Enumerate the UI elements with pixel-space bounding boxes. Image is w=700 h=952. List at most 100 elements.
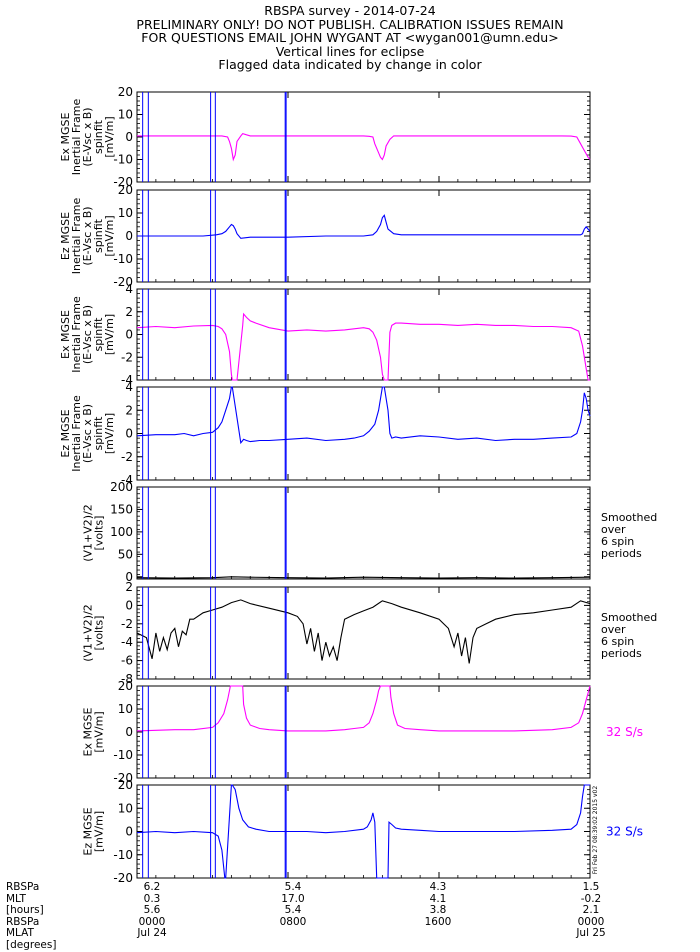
side-label: periods xyxy=(601,547,642,560)
y-axis-label: [volts] xyxy=(93,616,106,651)
side-label: over xyxy=(601,623,626,636)
chart-header: RBSPA survey - 2014-07-24 PRELIMINARY ON… xyxy=(0,4,700,72)
y-axis-label: spinfit xyxy=(92,416,105,451)
footer-mlt: 1.5 xyxy=(582,881,600,893)
y-tick-label: -2 xyxy=(121,450,133,464)
chart-title: RBSPA survey - 2014-07-24 xyxy=(264,3,436,18)
y-tick-label: -20 xyxy=(113,275,133,289)
footer-hours: 0.3 xyxy=(143,892,161,905)
y-tick-label: 200 xyxy=(110,480,133,494)
series-line xyxy=(137,214,591,239)
y-axis-label: [mV/m] xyxy=(103,413,116,454)
footer-column: 4.3 4.1 3.8 1600 xyxy=(408,881,468,928)
y-tick-label: 100 xyxy=(110,525,133,539)
footer-mlat: 5.6 xyxy=(143,904,161,917)
y-tick-label: -4 xyxy=(121,373,133,387)
y-axis-label: Inertial Frame xyxy=(70,198,83,275)
series-line xyxy=(136,784,590,879)
footer-date: Jul 24 xyxy=(137,927,167,940)
y-tick-label: -20 xyxy=(113,871,133,885)
footer-hours: 17.0 xyxy=(281,892,305,905)
footer-hours: -0.2 xyxy=(580,892,602,905)
y-axis-label: Ex MGSE xyxy=(59,112,72,161)
y-axis-label: [volts] xyxy=(93,516,106,551)
series-line xyxy=(137,132,591,162)
series-line xyxy=(136,312,590,381)
y-tick-label: -20 xyxy=(113,175,133,189)
footer-label: RBSPa xyxy=(6,915,40,928)
y-axis-label: [mV/m] xyxy=(103,215,116,256)
y-axis-label: spinfit xyxy=(92,119,105,154)
y-tick-label: -2 xyxy=(121,617,133,631)
y-tick-label: -10 xyxy=(113,848,133,862)
y-tick-label: -8 xyxy=(121,672,133,686)
panel-frame xyxy=(136,486,591,580)
side-label: 32 S/s xyxy=(606,725,643,739)
y-tick-label: 20 xyxy=(118,679,133,693)
footer-label: [degrees] xyxy=(6,938,57,951)
y-axis-label: (V1+V2)/2 xyxy=(82,604,95,662)
y-tick-label: 0 xyxy=(125,825,133,839)
flag-note: Flagged data indicated by change in colo… xyxy=(218,57,482,73)
y-tick-label: 10 xyxy=(118,206,133,220)
series-line xyxy=(136,386,591,445)
y-tick-label: 20 xyxy=(118,183,133,197)
footer-time: 0800 xyxy=(279,915,307,928)
y-tick-label: 10 xyxy=(118,108,133,122)
y-axis-label: Inertial Frame xyxy=(70,99,83,176)
y-tick-label: 20 xyxy=(118,85,133,99)
y-tick-label: -20 xyxy=(113,771,133,785)
y-axis-label: Ez MGSE xyxy=(59,409,72,457)
y-axis-label: (E-Vsc x B) xyxy=(81,305,94,364)
y-tick-label: 2 xyxy=(125,305,133,319)
series-line xyxy=(136,685,591,732)
footer-row-labels: RBSPa MLT [hours] RBSPa MLAT [degrees] xyxy=(6,881,57,952)
y-axis-label: spinfit xyxy=(92,317,105,352)
y-axis-label: [mV/m] xyxy=(93,711,106,752)
side-label: 32 S/s xyxy=(606,825,643,839)
y-tick-label: 150 xyxy=(110,502,133,516)
y-tick-label: -10 xyxy=(113,748,133,762)
y-tick-label: 0 xyxy=(125,427,133,441)
panel-frame xyxy=(136,91,591,183)
y-tick-label: 4 xyxy=(125,282,133,296)
y-axis-label: (E-Vsc x B) xyxy=(81,206,94,265)
y-tick-label: -10 xyxy=(113,153,133,167)
footer-label: RBSPa xyxy=(6,881,40,893)
y-axis-label: Ex MGSE xyxy=(82,707,95,756)
contact-line: FOR QUESTIONS EMAIL JOHN WYGANT AT <wyga… xyxy=(141,30,559,46)
y-tick-label: 0 xyxy=(125,328,133,342)
timestamp-label: Fri Feb 27 08:39:02 2015 v02 xyxy=(592,786,599,875)
footer-time: 1600 xyxy=(424,915,452,928)
footer-label: MLT xyxy=(6,892,26,905)
y-axis-label: Ex MGSE xyxy=(59,310,72,359)
panel-frame xyxy=(136,685,591,779)
footer-column: 6.2 0.3 5.6 0000 Jul 24 xyxy=(122,881,182,940)
y-tick-label: 50 xyxy=(118,547,133,561)
footer-mlt: 5.4 xyxy=(284,881,302,893)
y-tick-label: 10 xyxy=(118,702,133,716)
footer-column: 1.5 -0.2 2.1 0000 Jul 25 xyxy=(561,881,621,940)
y-tick-label: -4 xyxy=(121,635,133,649)
eclipse-note: Vertical lines for eclipse xyxy=(275,43,425,59)
y-tick-label: 0 xyxy=(125,229,133,243)
y-tick-label: -6 xyxy=(121,654,133,668)
panel-frame xyxy=(136,288,591,381)
y-tick-label: 0 xyxy=(125,570,133,584)
side-label: periods xyxy=(601,647,642,660)
panel-frame xyxy=(136,586,591,680)
footer-mlt: 6.2 xyxy=(143,881,161,893)
y-axis-label: Inertial Frame xyxy=(70,395,83,472)
footer-column: 5.4 17.0 5.4 0800 xyxy=(263,881,323,928)
y-tick-label: 10 xyxy=(118,801,133,815)
side-label: Smoothed xyxy=(601,611,657,624)
y-axis-label: Inertial Frame xyxy=(70,296,83,373)
series-line xyxy=(136,599,591,664)
y-axis-label: [mV/m] xyxy=(103,314,116,355)
footer-mlat: 5.4 xyxy=(284,904,302,917)
footer-mlt: 4.3 xyxy=(429,881,447,893)
side-label: over xyxy=(601,523,626,536)
footer-time: 0000 xyxy=(138,915,166,928)
y-axis-label: (V1+V2)/2 xyxy=(82,504,95,562)
y-tick-label: 0 xyxy=(125,598,133,612)
